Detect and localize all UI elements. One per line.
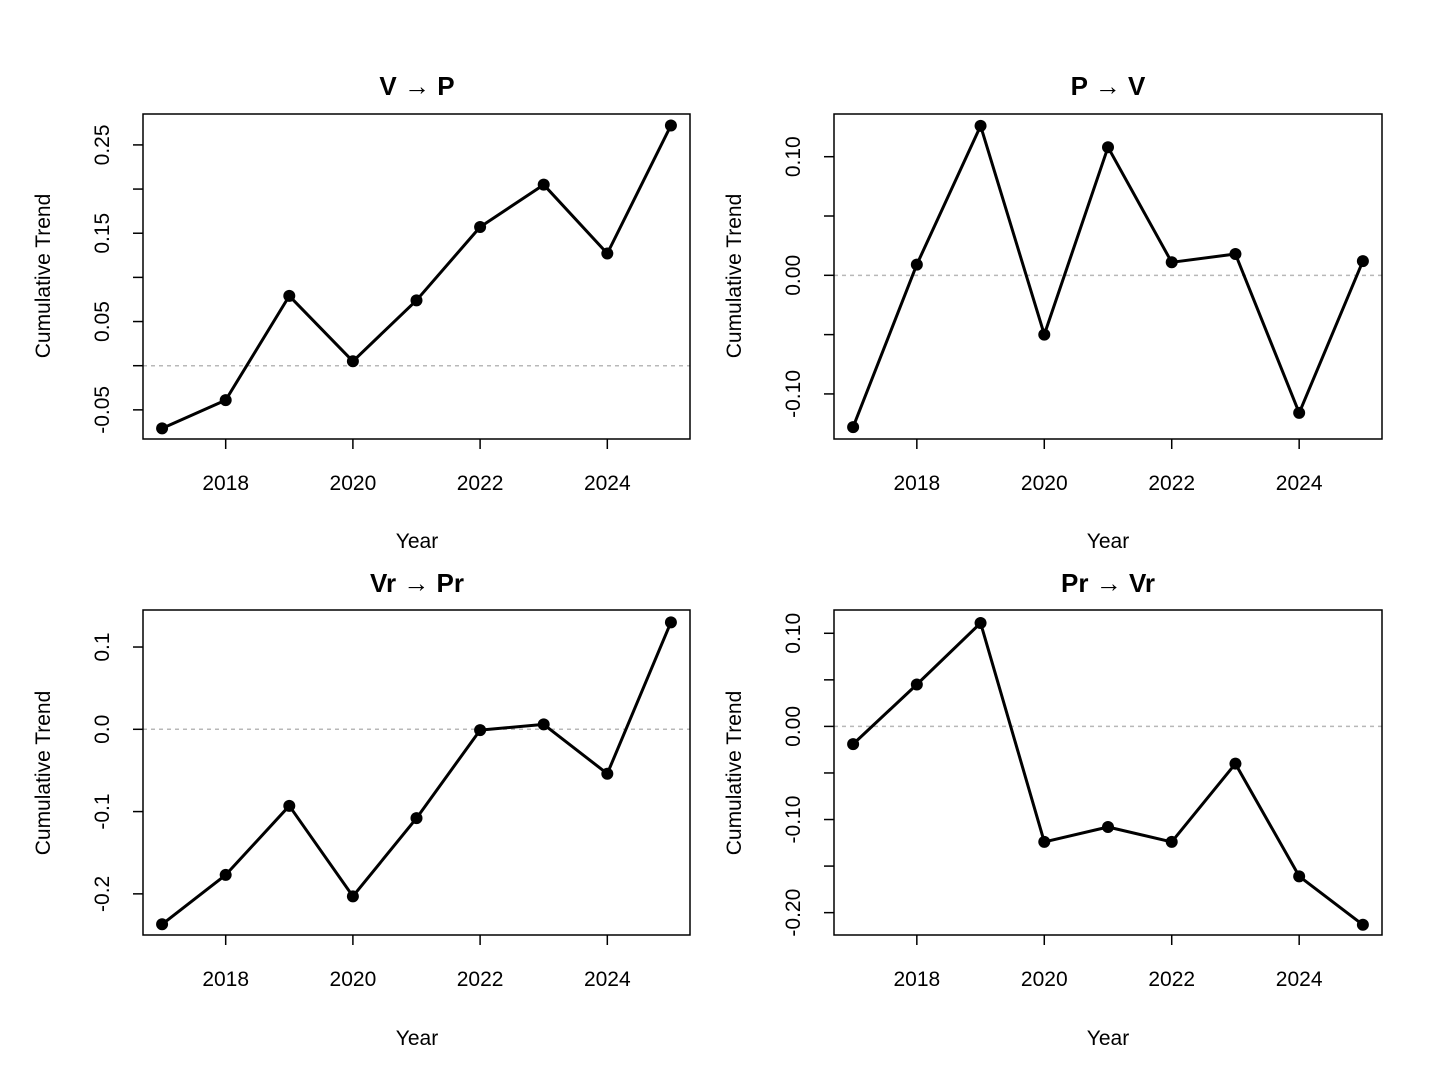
x-tick-label: 2022: [1148, 472, 1195, 495]
y-tick-label: -0.20: [782, 889, 805, 937]
data-point: [1356, 255, 1369, 268]
data-point: [156, 918, 169, 931]
x-tick-label: 2024: [584, 968, 631, 991]
panel-title: P → V: [1071, 71, 1146, 101]
y-tick-label: -0.10: [782, 370, 805, 418]
y-tick-label: 0.05: [91, 301, 114, 342]
data-point: [1165, 835, 1178, 848]
plot-frame: [833, 609, 1383, 936]
series-line: [852, 621, 1364, 926]
plot-frame: [833, 113, 1383, 440]
x-tick-label: 2022: [1148, 968, 1195, 991]
series-line: [851, 124, 1365, 428]
data-point: [910, 678, 923, 691]
x-tick-label: 2020: [1021, 968, 1068, 991]
y-tick-label: 0.15: [91, 213, 114, 254]
x-tick-label: 2020: [1021, 472, 1068, 495]
data-point: [283, 289, 296, 302]
data-point: [1102, 820, 1114, 833]
data-point: [664, 119, 677, 132]
y-tick-label: 0.00: [782, 706, 805, 747]
data-point: [1038, 835, 1051, 848]
x-axis-label: Year: [396, 530, 438, 553]
plot-frame: [142, 609, 691, 936]
x-tick-label: 2018: [202, 968, 249, 991]
x-tick-label: 2024: [1276, 968, 1323, 991]
data-point: [910, 258, 923, 271]
data-point: [1229, 757, 1242, 770]
y-tick-label: -0.05: [91, 386, 114, 434]
data-point: [346, 890, 359, 903]
y-tick-label: -0.1: [91, 793, 114, 829]
series-line: [161, 621, 673, 926]
data-point: [974, 119, 987, 132]
x-tick-label: 2020: [330, 968, 377, 991]
data-point: [537, 178, 550, 191]
data-point: [1229, 247, 1242, 260]
data-point: [474, 724, 487, 737]
data-point: [601, 767, 614, 780]
y-tick-label: -0.10: [782, 796, 805, 844]
data-point: [664, 616, 677, 629]
y-tick-label: 0.25: [91, 124, 114, 165]
x-axis-label: Year: [1087, 530, 1129, 553]
y-axis-label: Cumulative Trend: [32, 691, 55, 856]
data-point: [537, 718, 550, 731]
y-tick-label: -0.2: [91, 876, 114, 912]
x-tick-label: 2020: [330, 472, 377, 495]
data-point: [1293, 406, 1306, 419]
series-line: [161, 124, 673, 430]
panel-pr-to-vr: Pr → Vr Year Cumulative Trend 2018 2020 20…: [723, 568, 1383, 1050]
panel-title: Pr → Vr: [1061, 568, 1155, 598]
y-tick-label: 0.1: [91, 632, 114, 661]
panel-p-to-v: P → V Year Cumulative Trend 2018 2020 2022…: [723, 71, 1383, 553]
data-point: [1165, 256, 1178, 269]
y-tick-label: 0.10: [782, 136, 805, 177]
x-tick-label: 2024: [584, 472, 631, 495]
y-axis-label: Cumulative Trend: [32, 194, 55, 359]
plot-frame: [142, 113, 691, 440]
data-point: [601, 247, 614, 260]
panel-title: V → P: [379, 71, 454, 101]
panel-vr-to-pr: Vr → Pr Year Cumulative Trend 2018 2020 20…: [32, 568, 691, 1050]
y-tick-label: 0.10: [782, 613, 805, 654]
x-axis-label: Year: [396, 1027, 438, 1050]
data-point: [156, 422, 169, 435]
data-point: [1356, 918, 1369, 931]
data-point: [1038, 328, 1051, 341]
y-tick-label: 0.00: [782, 255, 805, 296]
x-tick-label: 2022: [457, 968, 504, 991]
data-point: [346, 355, 359, 368]
x-tick-label: 2022: [457, 472, 504, 495]
panel-v-to-p: V → P Year Cumulative Trend 2018 2020 2022…: [32, 71, 691, 553]
data-point: [1293, 870, 1306, 883]
data-point: [474, 221, 487, 234]
x-tick-label: 2018: [893, 472, 940, 495]
data-point: [283, 799, 296, 812]
data-point: [410, 294, 423, 307]
x-tick-label: 2018: [893, 968, 940, 991]
data-point: [1102, 141, 1114, 154]
x-tick-label: 2018: [202, 472, 249, 495]
data-point: [219, 868, 232, 881]
data-point: [847, 421, 860, 434]
panel-title: Vr → Pr: [370, 568, 464, 598]
data-point: [410, 812, 423, 825]
y-tick-label: 0.0: [91, 715, 114, 744]
data-point: [847, 738, 860, 751]
data-point: [974, 617, 987, 630]
x-tick-label: 2024: [1276, 472, 1323, 495]
data-point: [219, 394, 232, 407]
x-axis-label: Year: [1087, 1027, 1129, 1050]
y-axis-label: Cumulative Trend: [723, 194, 746, 359]
y-axis-label: Cumulative Trend: [723, 691, 746, 856]
